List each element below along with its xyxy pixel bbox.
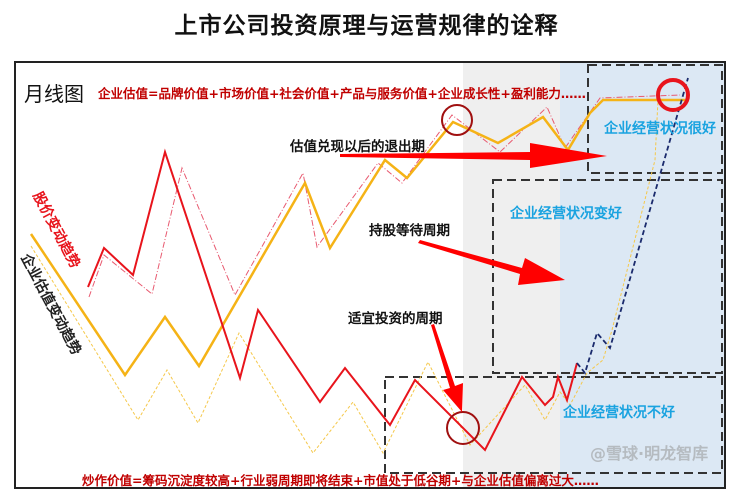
page-title: 上市公司投资原理与运营规律的诠释: [174, 13, 559, 39]
peak-circle: [656, 78, 690, 112]
improving-status-box: [492, 179, 723, 374]
hold-arrow: [418, 240, 565, 285]
watermark: @雪球·明龙智库: [590, 444, 709, 463]
invest-period-label: 适宜投资的周期: [348, 311, 443, 327]
exit-period-label: 估值兑现以后的退出期: [290, 139, 425, 155]
bottom-formula: 炒作价值=筹码沉淀度较高+行业弱周期即将结束+市值处于低谷期+与企业估值偏离过大…: [82, 473, 599, 488]
holding-period-label: 持股等待周期: [369, 223, 450, 239]
valuation-lagged-line: [30, 99, 683, 455]
exit-point-circle: [441, 104, 473, 136]
valuation-line: [29, 98, 685, 378]
price-line: [87, 148, 578, 452]
entry-point-circle: [446, 411, 480, 445]
status-very-good: 企业经营状况很好: [604, 121, 716, 137]
status-bad: 企业经营状况不好: [563, 405, 675, 421]
exit-arrow: [340, 143, 607, 168]
top-formula: 企业估值=品牌价值+市场价值+社会价值+产品与服务价值+企业成长性+盈利能力……: [98, 86, 586, 101]
invest-arrow: [431, 324, 463, 412]
good-status-box: [587, 64, 723, 174]
status-improving: 企业经营状况变好: [510, 206, 622, 222]
chart-label: 月线图: [24, 82, 84, 106]
uptrend-line: [576, 77, 689, 375]
bad-status-box: [384, 376, 723, 474]
blue-zone: [560, 63, 724, 487]
